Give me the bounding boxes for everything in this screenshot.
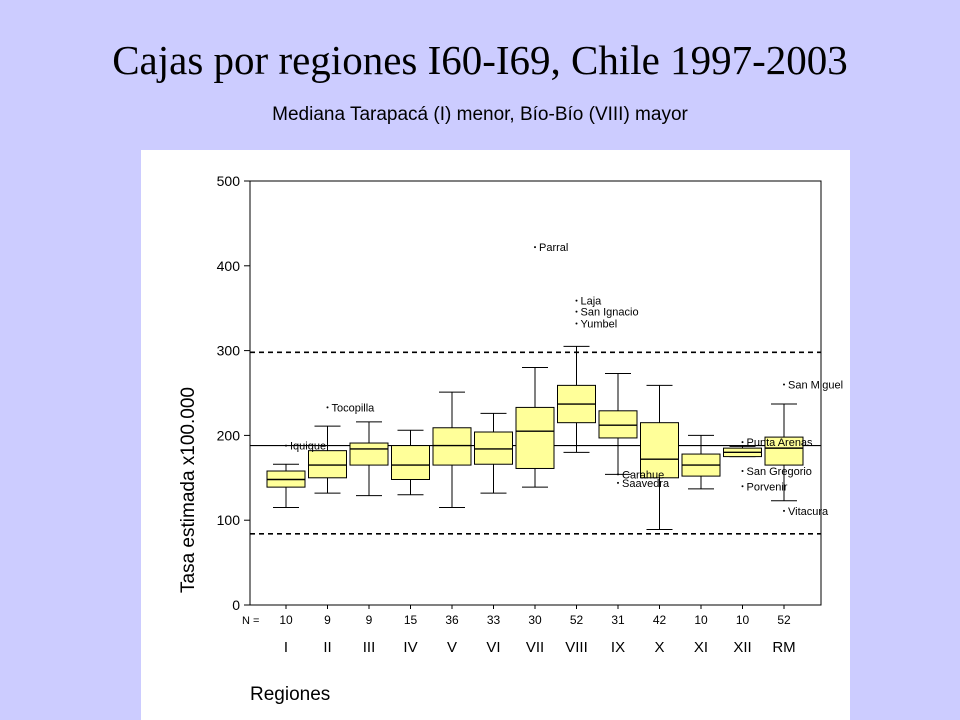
n-count-I: 10 (279, 613, 293, 627)
n-count-VIII: 52 (570, 613, 584, 627)
y-tick-label-200: 200 (217, 427, 241, 443)
box-III (349, 421, 389, 497)
n-count-XII: 10 (736, 613, 750, 627)
n-count-VI: 33 (487, 613, 501, 627)
category-label-XI: XI (694, 639, 708, 656)
outlier-point (783, 383, 785, 386)
box-XI (681, 434, 721, 490)
outlier-label: Yumbel (581, 318, 618, 330)
outlier-yumbel: Yumbel (575, 318, 618, 330)
outlier-label: Carahue (622, 469, 664, 481)
box-iqr (640, 422, 679, 479)
n-prefix-label: N = (242, 615, 259, 627)
n-count-II: 9 (324, 613, 331, 627)
y-tick-label-100: 100 (217, 512, 241, 528)
y-axis-title: Tasa estimada x100.000 (178, 387, 199, 593)
outlier-san-ignacio: San Ignacio (575, 307, 639, 319)
box-iqr (764, 436, 804, 466)
box-iqr (474, 431, 513, 465)
category-label-III: III (363, 639, 376, 656)
n-count-VII: 30 (528, 613, 542, 627)
box-XII (723, 445, 762, 458)
outlier-point (741, 441, 744, 444)
category-label-IX: IX (611, 639, 625, 656)
category-label-XII: XII (733, 639, 751, 656)
box-X (640, 384, 679, 531)
outlier-parral: Parral (534, 242, 568, 254)
y-tick-label-500: 500 (217, 173, 241, 189)
category-label-I: I (284, 639, 288, 656)
outlier-point (617, 473, 619, 476)
category-label-VII: VII (526, 639, 544, 656)
n-count-XI: 10 (694, 613, 708, 627)
outlier-point (575, 322, 578, 325)
outlier-carahue: Carahue (617, 469, 664, 481)
outlier-label: Porvenir (747, 481, 788, 493)
n-count-RM: 52 (777, 613, 791, 627)
y-tick-label-300: 300 (217, 343, 241, 359)
y-tick-label-0: 0 (232, 597, 240, 613)
box-iqr (349, 442, 389, 466)
outlier-point (285, 444, 287, 447)
n-count-III: 9 (366, 613, 373, 627)
box-IV (391, 429, 430, 496)
box-iqr (432, 427, 472, 466)
outlier-label: Laja (581, 296, 603, 308)
slide-subtitle: Mediana Tarapacá (I) menor, Bío-Bío (VII… (272, 104, 688, 125)
category-label-VI: VI (486, 639, 500, 656)
outlier-san-miguel: San Miguel (783, 380, 843, 392)
box-RM (764, 403, 804, 502)
outlier-point (575, 299, 578, 302)
outlier-porvenir: Porvenir (741, 481, 788, 493)
outlier-tocopilla: Tocopilla (326, 402, 376, 414)
outlier-point (741, 485, 744, 488)
y-tick-label-400: 400 (217, 258, 241, 274)
outlier-label: San Miguel (788, 380, 843, 392)
box-VII (515, 367, 555, 488)
outlier-label: Punta Arenas (747, 437, 814, 449)
box-VI (474, 412, 513, 494)
outlier-label: San Gregorio (747, 466, 812, 478)
outlier-point (326, 406, 329, 409)
outlier-vitacura: Vitacura (783, 506, 829, 518)
n-count-X: 42 (653, 613, 667, 627)
outlier-label: Vitacura (788, 506, 829, 518)
box-iqr (391, 445, 430, 480)
box-VIII (557, 345, 596, 453)
n-count-IX: 31 (611, 613, 625, 627)
box-I (266, 463, 306, 508)
box-V (432, 391, 472, 508)
outlier-point (741, 470, 744, 473)
outlier-label: San Ignacio (581, 307, 639, 319)
outlier-laja: Laja (575, 296, 603, 308)
category-label-RM: RM (772, 639, 795, 656)
category-label-VIII: VIII (565, 639, 588, 656)
n-count-V: 36 (445, 613, 459, 627)
box-iqr (598, 410, 638, 439)
outlier-san-gregorio: San Gregorio (741, 466, 812, 478)
outlier-label: Parral (539, 242, 568, 254)
box-iqr (515, 406, 555, 469)
n-count-IV: 15 (404, 613, 418, 627)
outlier-point (534, 246, 536, 249)
outlier-punta-arenas: Punta Arenas (741, 437, 814, 449)
outlier-iquique: Iquique (285, 441, 326, 453)
category-label-IV: IV (403, 639, 417, 656)
outlier-label: Tocopilla (332, 402, 376, 414)
outlier-point (783, 509, 785, 512)
outlier-label: Iquique (290, 441, 326, 453)
outlier-label: Saavedra (622, 478, 670, 490)
category-label-V: V (447, 639, 457, 656)
x-axis-title: Regiones (250, 684, 330, 705)
box-II (308, 425, 347, 494)
outlier-point (575, 310, 578, 313)
category-label-II: II (323, 639, 331, 656)
outlier-saavedra: Saavedra (617, 478, 670, 490)
box-IX (598, 372, 638, 475)
outlier-point (617, 481, 619, 484)
box-iqr (308, 450, 347, 479)
slide-title: Cajas por regiones I60-I69, Chile 1997-2… (112, 37, 848, 83)
category-label-X: X (654, 639, 664, 656)
